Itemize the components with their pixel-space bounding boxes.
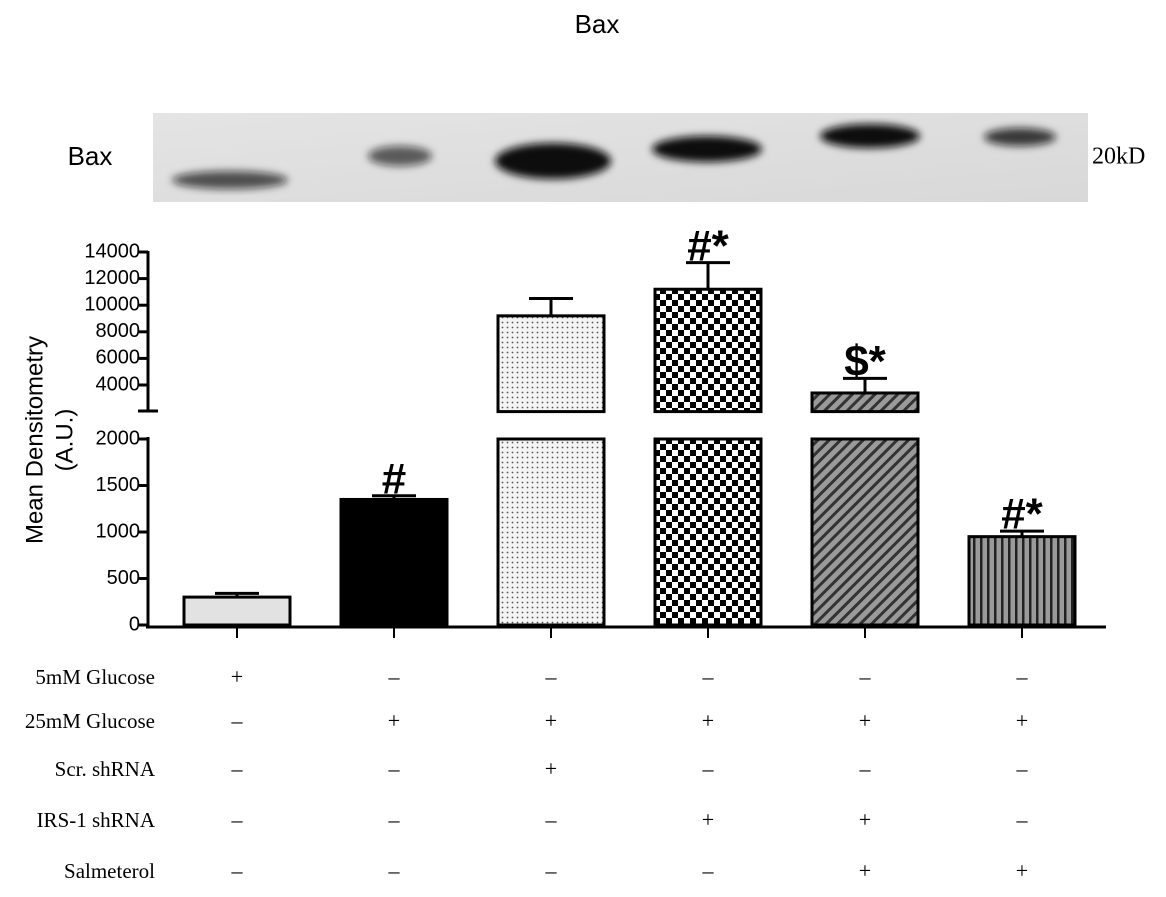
treatment-sign: –	[1016, 756, 1029, 781]
y-tick-label: 500	[107, 567, 140, 589]
bar	[182, 595, 292, 627]
treatment-sign: +	[388, 708, 400, 733]
bar	[339, 497, 449, 627]
blot-size: 20kD	[1092, 144, 1145, 170]
blot-band	[652, 136, 762, 162]
bar	[653, 437, 763, 627]
treatment-sign: –	[1016, 664, 1029, 689]
treatment-label: IRS-1 shRNA	[37, 808, 156, 832]
treatment-label: Salmeterol	[64, 859, 155, 883]
treatment-sign: –	[388, 756, 401, 781]
treatment-sign: –	[545, 664, 558, 689]
annotation: #	[382, 454, 406, 503]
y-tick-label: 1000	[96, 520, 141, 542]
bar	[810, 437, 920, 627]
treatment-sign: –	[231, 708, 244, 733]
treatment-sign: +	[859, 807, 871, 832]
chart-title: Bax	[575, 9, 620, 39]
y-tick-label: 12000	[84, 267, 140, 289]
bar	[496, 437, 606, 627]
treatment-sign: –	[388, 664, 401, 689]
treatment-sign: –	[859, 756, 872, 781]
treatment-sign: +	[545, 756, 557, 781]
treatment-label: Scr. shRNA	[55, 757, 156, 781]
y-tick-label: 1500	[96, 474, 141, 496]
treatment-sign: –	[1016, 807, 1029, 832]
bar	[810, 391, 920, 414]
treatment-sign: +	[859, 858, 871, 883]
annotation: #*	[1001, 490, 1043, 539]
treatment-sign: –	[231, 858, 244, 883]
treatment-sign: –	[702, 756, 715, 781]
y-axis-label: Mean Densitometry	[21, 336, 48, 544]
y-tick-label: 2000	[96, 427, 141, 449]
treatment-sign: –	[231, 807, 244, 832]
y-tick-label: 14000	[84, 240, 140, 262]
blot-band	[820, 124, 920, 148]
treatment-sign: +	[1016, 708, 1028, 733]
treatment-sign: +	[545, 708, 557, 733]
y-tick-label: 0	[129, 613, 140, 635]
treatment-sign: +	[231, 664, 243, 689]
bar	[967, 535, 1077, 627]
annotation: $*	[844, 337, 886, 386]
y-axis-label: (A.U.)	[51, 409, 78, 472]
treatment-sign: –	[388, 807, 401, 832]
treatment-sign: –	[702, 664, 715, 689]
y-tick-label: 8000	[96, 320, 141, 342]
treatment-sign: –	[545, 858, 558, 883]
bar	[653, 287, 763, 414]
y-tick-label: 4000	[96, 373, 141, 395]
blot-label: Bax	[68, 141, 113, 171]
blot-band	[172, 171, 288, 189]
treatment-sign: +	[859, 708, 871, 733]
treatment-sign: –	[231, 756, 244, 781]
y-tick-label: 6000	[96, 347, 141, 369]
treatment-sign: +	[702, 807, 714, 832]
blot-band	[368, 146, 432, 166]
treatment-sign: +	[702, 708, 714, 733]
blot-background	[153, 113, 1088, 202]
blot	[153, 113, 1088, 202]
annotation: #*	[687, 221, 729, 270]
treatment-sign: –	[545, 807, 558, 832]
treatment-label: 25mM Glucose	[25, 709, 155, 733]
axes	[138, 251, 1106, 629]
treatment-label: 5mM Glucose	[35, 665, 155, 689]
treatment-sign: –	[859, 664, 872, 689]
treatment-sign: –	[702, 858, 715, 883]
treatment-sign: +	[1016, 858, 1028, 883]
treatment-sign: –	[388, 858, 401, 883]
bar	[496, 314, 606, 414]
blot-band	[984, 128, 1056, 146]
y-tick-label: 10000	[84, 293, 140, 315]
blot-band	[495, 143, 611, 179]
